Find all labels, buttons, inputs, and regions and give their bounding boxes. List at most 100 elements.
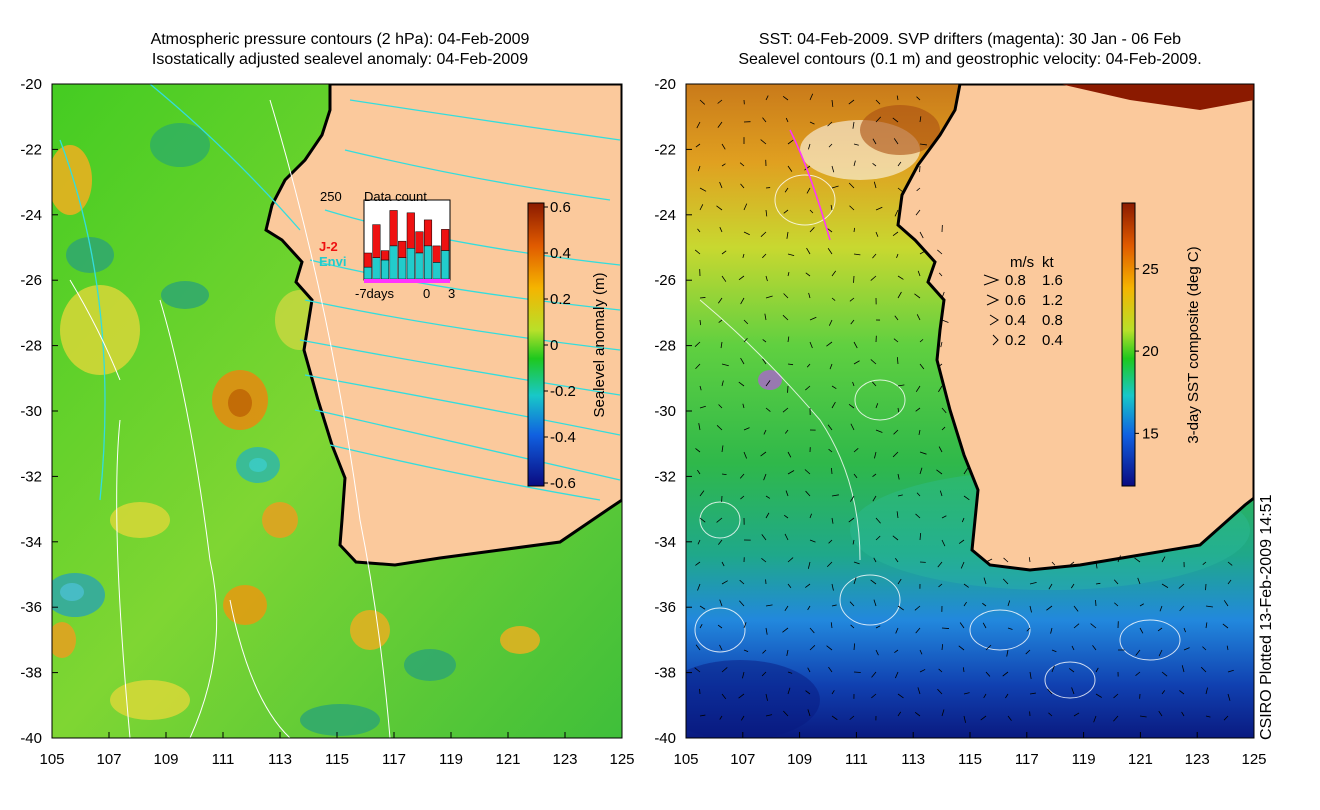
velocity-vector xyxy=(875,517,881,524)
velocity-vector xyxy=(1071,687,1075,695)
velocity-vector xyxy=(872,381,877,387)
left-y-tick-label: -20 xyxy=(20,76,42,93)
velocity-vector xyxy=(1095,693,1102,698)
velocity-ms-value: 0.8 xyxy=(1005,272,1026,289)
warm-land-edge xyxy=(1000,84,1254,110)
velocity-vector xyxy=(896,357,899,365)
velocity-vector xyxy=(853,360,860,365)
velocity-vector xyxy=(739,579,745,585)
velocity-vector xyxy=(721,380,724,387)
velocity-vector xyxy=(870,275,877,281)
velocity-vector xyxy=(938,446,943,453)
velocity-vector xyxy=(1222,623,1229,629)
velocity-vector xyxy=(1139,715,1147,718)
velocity-vector xyxy=(897,275,904,280)
velocity-vector xyxy=(918,429,921,436)
inset-bar-envi xyxy=(380,259,390,280)
velocity-vector xyxy=(893,429,899,435)
velocity-vector xyxy=(831,385,837,390)
velocity-vector xyxy=(1095,561,1098,569)
velocity-vector xyxy=(875,206,883,211)
right-x-axis: 105 107 109 111 113 115 117 119 121 123 125 xyxy=(673,732,1267,768)
velocity-vector xyxy=(941,407,947,414)
velocity-vector xyxy=(1223,600,1229,607)
velocity-vector xyxy=(941,644,944,651)
inset-bar-j2 xyxy=(423,219,433,247)
velocity-vector xyxy=(697,539,701,545)
velocity-vector xyxy=(1139,627,1144,634)
velocity-vector xyxy=(760,451,767,457)
right-land-australia xyxy=(896,84,1254,572)
velocity-vector xyxy=(1051,561,1056,566)
velocity-vector xyxy=(874,451,877,459)
inset-bar-j2 xyxy=(415,231,424,254)
inset-bar-j2 xyxy=(398,240,407,258)
velocity-vector xyxy=(875,116,882,123)
velocity-vector xyxy=(783,293,789,299)
velocity-vector xyxy=(963,583,969,588)
left-cbar-tick-label: 0.4 xyxy=(550,245,571,262)
velocity-vector xyxy=(743,203,748,211)
velocity-vector xyxy=(914,712,921,717)
velocity-vector xyxy=(915,407,921,412)
velocity-vector xyxy=(1179,690,1185,695)
velocity-vector xyxy=(787,363,794,366)
left-y-tick-label: -40 xyxy=(20,730,42,747)
velocity-vector xyxy=(875,403,879,409)
velocity-vector xyxy=(762,117,767,123)
right-x-tick-label: 105 xyxy=(673,751,698,768)
velocity-vector xyxy=(765,604,773,607)
velocity-vector xyxy=(718,404,723,409)
velocity-vector xyxy=(717,624,723,629)
velocity-vector xyxy=(738,381,745,387)
velocity-vector xyxy=(699,297,706,299)
velocity-vector xyxy=(765,512,770,519)
velocity-vector xyxy=(694,249,701,255)
velocity-vector xyxy=(738,693,745,699)
velocity-vector xyxy=(941,319,949,323)
velocity-vector xyxy=(809,645,816,651)
velocity-vector xyxy=(1071,645,1075,651)
velocity-vector xyxy=(787,165,793,172)
velocity-vector xyxy=(787,557,794,563)
velocity-vector xyxy=(919,363,925,370)
velocity-arrow-sample xyxy=(986,294,1000,306)
left-x-tick-label: 113 xyxy=(268,751,292,768)
velocity-vector xyxy=(826,561,833,568)
velocity-vector xyxy=(1007,600,1011,607)
velocity-vector xyxy=(1002,671,1009,677)
velocity-vector xyxy=(809,316,817,321)
inset-bars xyxy=(363,210,450,280)
velocity-vector xyxy=(805,272,811,277)
inset-window-bar xyxy=(364,279,450,283)
velocity-vector xyxy=(1051,665,1055,673)
velocity-vector xyxy=(806,363,811,368)
velocity-vector xyxy=(1227,693,1231,701)
velocity-vector xyxy=(896,253,899,259)
velocity-vector xyxy=(761,534,767,541)
velocity-vector xyxy=(831,715,838,721)
velocity-vector xyxy=(980,715,987,721)
velocity-vector xyxy=(699,605,706,610)
velocity-vector xyxy=(985,671,991,677)
left-cbar-tick-label: 0.2 xyxy=(550,291,571,308)
velocity-vector xyxy=(765,693,768,701)
velocity-vector xyxy=(853,227,856,233)
velocity-vector xyxy=(699,187,707,192)
velocity-vector xyxy=(787,583,792,588)
left-x-axis: 105 107 109 111 113 115 117 119 121 123 125 xyxy=(39,732,635,768)
velocity-vector xyxy=(871,693,877,699)
velocity-vector xyxy=(852,121,855,129)
velocity-vector xyxy=(892,117,899,123)
left-cbar-tick-label: -0.4 xyxy=(550,429,576,446)
left-x-tick-label: 109 xyxy=(153,751,178,768)
velocity-vector xyxy=(849,715,855,720)
velocity-vector xyxy=(831,297,836,301)
velocity-vector xyxy=(717,99,723,104)
velocity-vector xyxy=(958,539,965,544)
velocity-vector xyxy=(1090,623,1097,629)
velocity-vector xyxy=(938,668,943,673)
velocity-vector xyxy=(719,715,723,720)
velocity-vector xyxy=(1223,715,1229,721)
